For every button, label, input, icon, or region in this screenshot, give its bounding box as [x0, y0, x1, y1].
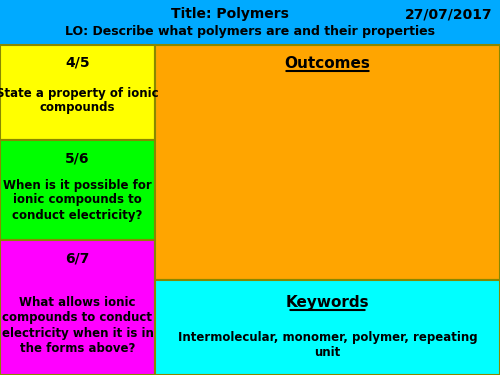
FancyBboxPatch shape [0, 140, 155, 240]
Text: Title: Polymers: Title: Polymers [171, 7, 289, 21]
FancyBboxPatch shape [0, 240, 155, 375]
Text: When is it possible for
ionic compounds to
conduct electricity?: When is it possible for ionic compounds … [3, 178, 152, 222]
Text: LO: Describe what polymers are and their properties: LO: Describe what polymers are and their… [65, 26, 435, 39]
FancyBboxPatch shape [155, 45, 500, 280]
Text: 4/5: 4/5 [65, 56, 90, 70]
Text: Outcomes: Outcomes [284, 56, 370, 70]
Text: State a property of ionic
compounds: State a property of ionic compounds [0, 87, 159, 114]
Text: What allows ionic
compounds to conduct
electricity when it is in
the forms above: What allows ionic compounds to conduct e… [2, 297, 154, 354]
FancyBboxPatch shape [0, 45, 155, 140]
Text: 5/6: 5/6 [65, 151, 90, 165]
FancyBboxPatch shape [155, 280, 500, 375]
FancyBboxPatch shape [0, 0, 500, 45]
Text: Intermolecular, monomer, polymer, repeating
unit: Intermolecular, monomer, polymer, repeat… [178, 331, 478, 359]
Text: 27/07/2017: 27/07/2017 [404, 7, 492, 21]
Text: Keywords: Keywords [286, 294, 370, 309]
Text: 6/7: 6/7 [66, 251, 90, 265]
